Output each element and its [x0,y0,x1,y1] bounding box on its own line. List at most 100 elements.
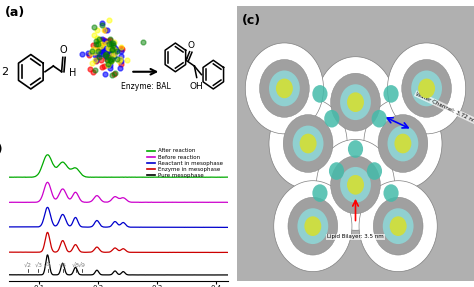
Circle shape [383,184,399,202]
Reactant in mesophase [46,207,51,210]
Text: OH: OH [190,82,204,91]
Circle shape [312,85,328,103]
Text: (b): (b) [0,144,4,156]
Point [108,73,115,77]
Point [115,59,123,63]
Point [113,49,121,53]
Point [94,45,102,50]
Circle shape [245,43,323,134]
Point [107,37,114,41]
Point [109,50,117,54]
Circle shape [283,115,333,172]
Point [90,25,97,29]
Enzyme in mesophase [225,251,230,254]
Point [104,62,112,66]
Point [111,71,118,75]
Point [113,57,120,61]
Point [99,41,106,45]
Point [139,40,147,44]
Point [106,58,114,62]
Circle shape [383,208,413,244]
Reactant in mesophase [222,226,228,229]
Circle shape [340,84,371,120]
Point [78,51,86,56]
Point [98,48,106,53]
Point [105,51,113,55]
Circle shape [411,71,442,106]
Circle shape [304,216,321,236]
Text: Water Channel: 3.72 nm: Water Channel: 3.72 nm [415,91,474,124]
Enzyme in mesophase [45,231,50,234]
Point [93,36,100,41]
Point [107,59,115,63]
Before reaction [7,201,12,204]
Text: (a): (a) [5,6,25,19]
Line: Enzyme in mesophase: Enzyme in mesophase [9,232,228,253]
Circle shape [274,181,352,272]
Point [109,43,117,47]
Circle shape [347,175,364,195]
Legend: After reaction, Before reaction, Reactant in mesophase, Enzyme in mesophase, Pur: After reaction, Before reaction, Reactan… [145,146,225,180]
Point [89,49,96,53]
Point [91,49,99,54]
Point [117,61,125,66]
Circle shape [288,197,337,255]
Reactant in mesophase [171,226,177,229]
Point [105,46,113,51]
Point [93,55,101,59]
After reaction [172,175,177,179]
Circle shape [418,79,435,98]
Point [116,57,124,62]
Point [85,53,92,57]
Point [92,59,100,64]
Point [93,38,100,43]
Point [90,47,97,51]
Circle shape [316,139,394,230]
Point [106,37,113,42]
Point [91,68,99,73]
Text: H: H [69,68,76,78]
Pure mesophase [46,256,51,259]
Circle shape [312,184,328,202]
Point [94,38,102,43]
Line: Pure mesophase: Pure mesophase [9,255,228,275]
Point [111,50,119,54]
Circle shape [348,140,363,158]
Circle shape [276,79,293,98]
Point [109,46,116,51]
Point [108,56,115,61]
Point [97,52,104,57]
Text: √4: √4 [44,263,52,268]
Text: √3: √3 [34,263,42,268]
After reaction [106,175,111,179]
Point [100,54,108,58]
Point [118,47,126,52]
Circle shape [394,134,411,153]
After reaction [63,163,69,166]
Circle shape [259,59,309,117]
Circle shape [387,43,465,134]
Point [91,58,99,63]
Enzyme in mesophase [153,251,158,254]
Point [98,21,106,26]
Point [84,50,91,55]
Point [110,46,118,51]
Text: √2: √2 [24,263,32,268]
Point [97,46,105,50]
After reaction [7,175,12,179]
Pure mesophase [136,273,141,277]
Point [106,49,114,54]
Text: √8: √8 [72,263,80,268]
Circle shape [298,208,328,244]
Circle shape [402,59,451,117]
Text: (c): (c) [242,14,261,27]
Point [105,45,112,50]
Point [102,52,110,57]
Point [99,23,106,27]
Text: √6: √6 [59,263,67,268]
Point [91,33,98,37]
Point [108,47,116,51]
After reaction [45,153,51,156]
Reactant in mesophase [45,206,51,209]
Point [95,40,103,44]
